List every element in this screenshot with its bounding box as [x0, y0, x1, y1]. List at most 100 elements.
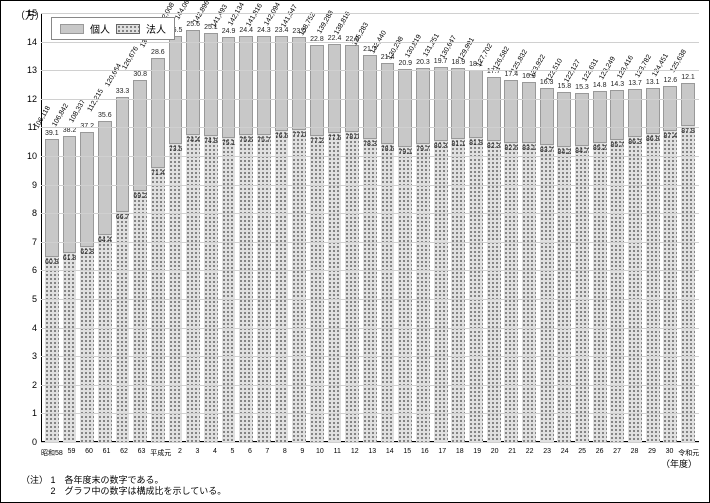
bar-segment-kojin: 21.4: [381, 63, 395, 144]
x-tick: 59: [63, 448, 80, 458]
kojin-pct-label: 28.6: [151, 49, 165, 56]
bar-stack: 13.186.9: [646, 88, 660, 442]
bar-group: 131,25119.780.3: [432, 13, 450, 442]
x-tick: 10: [311, 448, 328, 458]
hojin-pct-label: 73.5: [169, 146, 183, 153]
x-tick: 14: [381, 448, 398, 458]
hojin-pct-label: 80.3: [434, 143, 448, 150]
bar-stack: 16.383.7: [540, 88, 554, 442]
bar-segment-kojin: 16.3: [540, 88, 554, 146]
bar-stack: 15.884.2: [557, 92, 571, 442]
hojin-pct-label: 75.7: [257, 137, 271, 144]
bar-segment-hojin: 79.1: [398, 147, 412, 442]
hojin-pct-label: 75.1: [222, 140, 236, 147]
kojin-pct-label: 13.7: [628, 80, 642, 87]
bar-stack: 18.981.1: [451, 68, 465, 442]
bar-segment-hojin: 77.6: [328, 133, 342, 442]
y-tick: 10: [17, 151, 37, 161]
bar-stack: 20.379.7: [416, 68, 430, 442]
x-tick: 7: [259, 448, 276, 458]
bar-group: 141,81624.375.7: [255, 13, 273, 442]
bar-segment-hojin: 79.7: [416, 144, 430, 442]
bar-segment-hojin: 75.7: [257, 135, 271, 442]
y-tick: 14: [17, 37, 37, 47]
x-tick: 62: [115, 448, 132, 458]
bar-stack: 17.782.3: [487, 77, 501, 442]
bar-segment-kojin: 19.7: [434, 67, 448, 141]
x-tick: 28: [626, 448, 643, 458]
bar-segment-hojin: 85.2: [593, 143, 607, 442]
bar-stack: 15.384.7: [575, 93, 589, 442]
bar-segment-kojin: 12.6: [663, 86, 677, 131]
bar-segment-hojin: 84.7: [575, 146, 589, 442]
bar-group: 106,11839.160.9: [43, 13, 61, 442]
bar-segment-kojin: 15.3: [575, 93, 589, 146]
note-prefix: （注）: [21, 475, 48, 485]
bar-segment-kojin: 25.6: [186, 30, 200, 135]
y-tick: 13: [17, 65, 37, 75]
hojin-pct-label: 83.7: [540, 147, 554, 154]
bar-group: 106,84238.261.8: [61, 13, 79, 442]
bar-segment-hojin: 75.6: [239, 135, 253, 442]
hojin-pct-label: 74.9: [204, 138, 218, 145]
bar-group: 123,78213.186.9: [644, 13, 662, 442]
bar-stack: 24.375.7: [257, 36, 271, 442]
grid-line: [41, 328, 699, 329]
bar-segment-kojin: 33.3: [116, 97, 130, 212]
grid-line: [41, 42, 699, 43]
x-tick: 9: [294, 448, 311, 458]
bar-segment-hojin: 87.4: [663, 131, 677, 442]
hojin-pct-label: 75.6: [239, 137, 253, 144]
bar-group: 108,33737.262.8: [78, 13, 96, 442]
kojin-pct-label: 20.9: [398, 60, 412, 67]
bar-stack: 25.174.9: [204, 33, 218, 442]
grid-line: [41, 385, 699, 386]
hojin-pct-label: 87.9: [681, 128, 695, 135]
bar-segment-kojin: 16.9: [522, 82, 536, 143]
x-tick: 16: [416, 448, 433, 458]
bar-stack: 30.869.2: [133, 80, 147, 442]
hojin-pct-label: 79.7: [416, 146, 430, 153]
bar-stack: 22.877.2: [310, 45, 324, 442]
hojin-pct-label: 82.3: [487, 143, 501, 150]
y-tick: 6: [17, 265, 37, 275]
bar-stack: 16.983.1: [522, 82, 536, 442]
bar-stack: 12.187.9: [681, 83, 695, 442]
grid-line: [41, 242, 699, 243]
x-tick: 21: [503, 448, 520, 458]
y-tick: 3: [17, 351, 37, 361]
hojin-pct-label: 81.9: [469, 140, 483, 147]
x-axis-title: （年度）: [661, 457, 697, 470]
x-tick: 20: [486, 448, 503, 458]
bar-segment-kojin: 35.6: [98, 121, 112, 235]
bar-segment-kojin: 23.4: [275, 36, 289, 131]
kojin-pct-label: 38.2: [63, 127, 77, 134]
bar-group: 138,75222.877.2: [308, 13, 326, 442]
grid-line: [41, 156, 699, 157]
x-tick: 25: [573, 448, 590, 458]
y-tick: 9: [17, 180, 37, 190]
bar-segment-hojin: 74.4: [186, 135, 200, 442]
x-tick: 18: [451, 448, 468, 458]
bar-segment-kojin: 28.6: [151, 58, 165, 168]
y-tick: 8: [17, 208, 37, 218]
y-tick: 1: [17, 408, 37, 418]
plot-area: 106,11839.160.9106,84238.261.8108,33737.…: [41, 13, 699, 442]
bar-segment-hojin: 77.2: [310, 136, 324, 442]
y-tick: 5: [17, 294, 37, 304]
kojin-pct-label: 14.8: [593, 82, 607, 89]
y-tick: 0: [17, 437, 37, 447]
bar-group: 120,66433.366.7: [114, 13, 132, 442]
hojin-pct-label: 76.6: [275, 133, 289, 140]
hojin-pct-label: 61.8: [63, 255, 77, 262]
kojin-pct-label: 12.1: [681, 74, 695, 81]
x-tick: 13: [364, 448, 381, 458]
kojin-pct-label: 39.1: [45, 130, 59, 137]
bar-group: 130,29820.979.1: [396, 13, 414, 442]
bar-segment-hojin: 83.1: [522, 143, 536, 442]
legend-label-hojin: 法人: [146, 21, 166, 36]
bar-group: 132,44021.478.6: [379, 13, 397, 442]
grid-line: [41, 13, 699, 14]
x-tick: 2: [171, 448, 188, 458]
kojin-pct-label: 12.6: [664, 77, 678, 84]
